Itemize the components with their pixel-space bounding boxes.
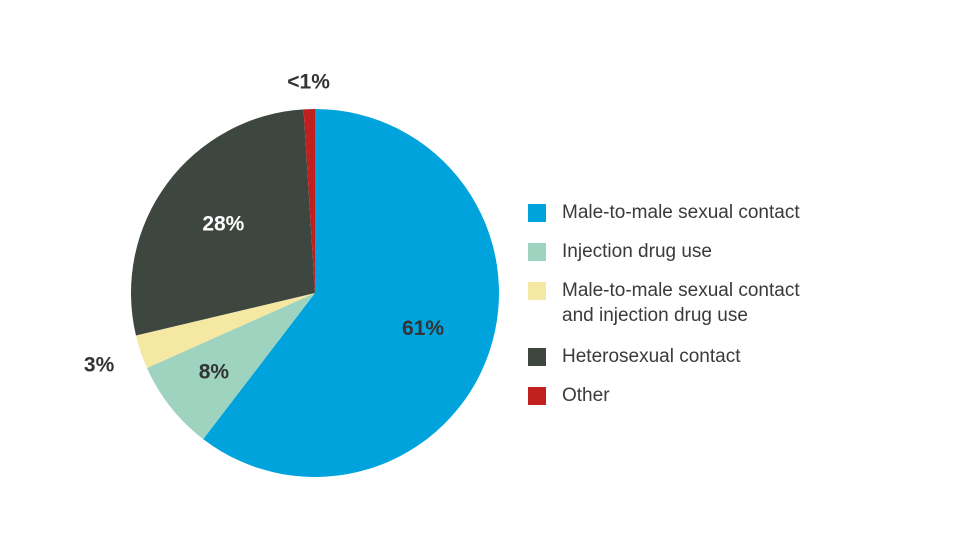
slice-other (303, 109, 315, 293)
slice-male-to-male-sexual-contact-and-injection-drug-use (135, 293, 315, 369)
legend-label-male-to-male: Male-to-male sexual contact (562, 202, 800, 223)
legend-item-male-to-male-and-idu: Male-to-male sexual contact and injectio… (528, 278, 868, 328)
legend: Male-to-male sexual contact Injection dr… (528, 200, 868, 408)
pie-slices (131, 109, 499, 477)
slice-label-male-to-male-sexual-contact-and-injection-drug-use: 3% (84, 354, 115, 377)
legend-label-injection-drug-use: Injection drug use (562, 241, 712, 262)
legend-item-other: Other (528, 383, 868, 408)
legend-label-male-to-male-and-idu-line2: and injection drug use (562, 305, 748, 326)
legend-swatch-male-to-male-and-idu (528, 282, 546, 300)
slice-label-injection-drug-use: 8% (199, 360, 230, 383)
legend-item-male-to-male: Male-to-male sexual contact (528, 200, 868, 225)
slice-injection-drug-use (146, 293, 315, 440)
slice-label-heterosexual-contact: 28% (202, 213, 244, 236)
slice-label-male-to-male-sexual-contact: 61% (402, 317, 444, 340)
legend-label-heterosexual-contact: Heterosexual contact (562, 346, 741, 367)
slice-label-other: <1% (287, 71, 330, 94)
legend-swatch-heterosexual-contact (528, 348, 546, 366)
legend-swatch-male-to-male (528, 204, 546, 222)
legend-label-other: Other (562, 385, 610, 406)
legend-swatch-other (528, 387, 546, 405)
legend-item-injection-drug-use: Injection drug use (528, 239, 868, 264)
legend-item-heterosexual-contact: Heterosexual contact (528, 344, 868, 369)
slice-male-to-male-sexual-contact (203, 109, 499, 477)
slice-heterosexual-contact (131, 109, 315, 336)
legend-swatch-injection-drug-use (528, 243, 546, 261)
legend-label-male-to-male-and-idu-line1: Male-to-male sexual contact (562, 280, 800, 301)
pie-labels: 61% 8% 3% 28% <1% (84, 71, 444, 384)
